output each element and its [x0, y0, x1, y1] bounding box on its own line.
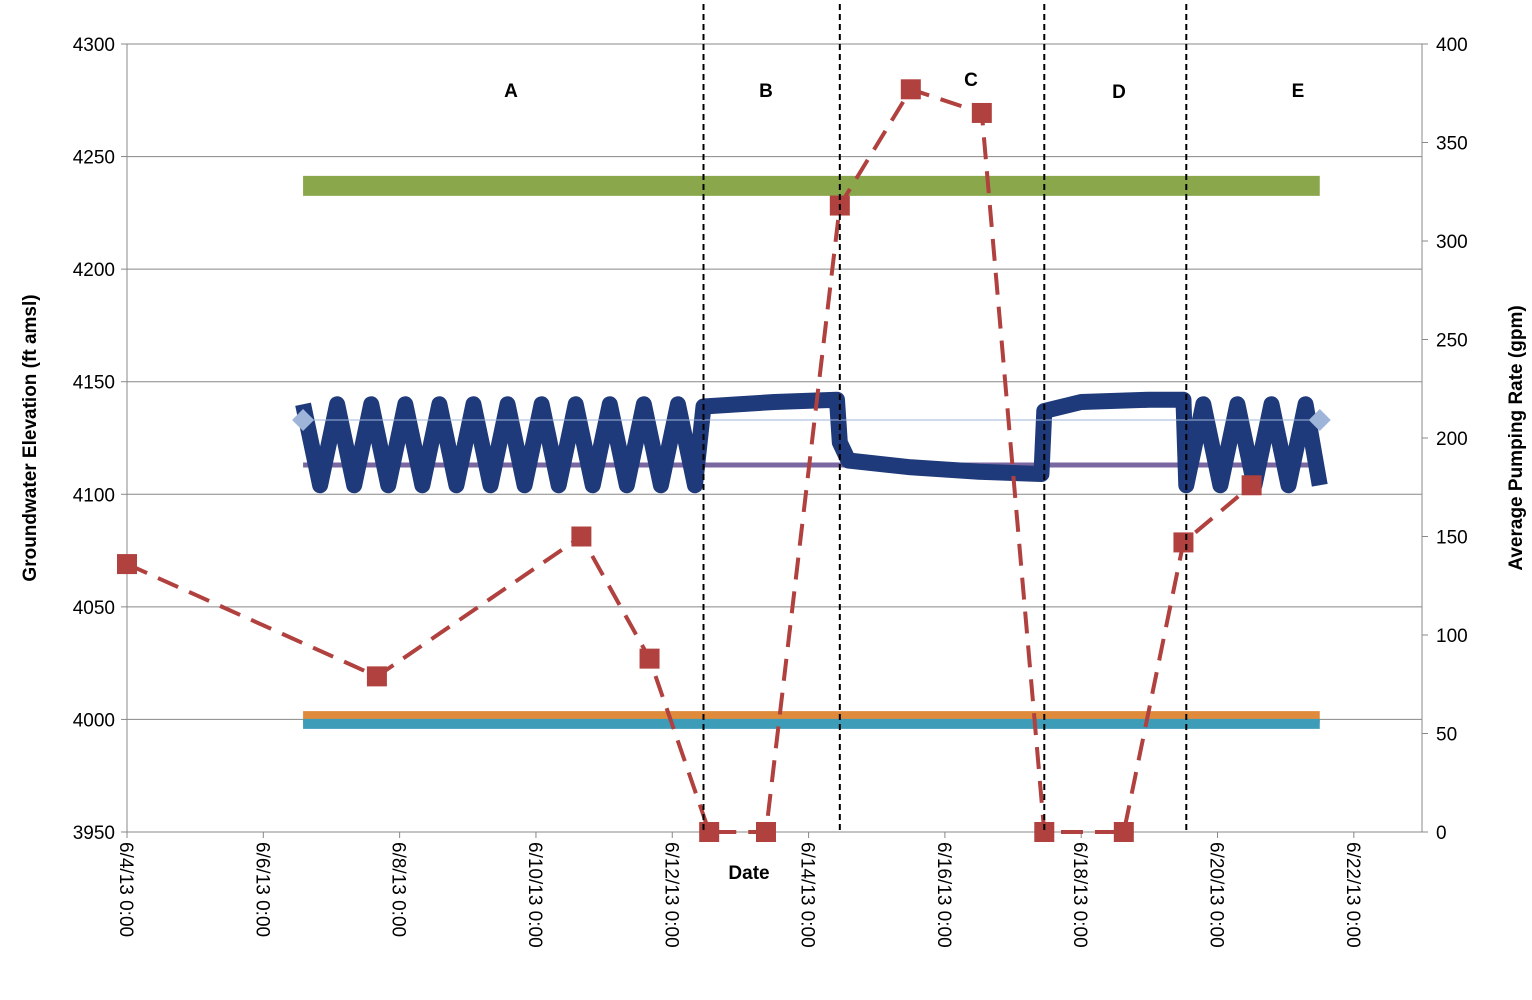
point [639, 648, 660, 669]
y-tick-label: 4050 [73, 598, 115, 619]
x-tick-label: 6/12/13 0:00 [660, 842, 681, 948]
annotation: B [759, 81, 773, 102]
point [292, 408, 315, 431]
point [571, 526, 592, 547]
y2-tick-label: 250 [1436, 331, 1468, 352]
y2-tick-label: 100 [1436, 626, 1468, 647]
y-tick-label: 4150 [73, 373, 115, 394]
x-tick-label: 6/6/13 0:00 [251, 842, 272, 937]
y-tick-label: 4000 [73, 710, 115, 731]
point [117, 554, 137, 575]
y2-tick-label: 0 [1436, 823, 1447, 844]
annotation: D [1112, 82, 1126, 103]
point [699, 822, 720, 842]
point [366, 666, 387, 687]
y-tick-label: 4300 [73, 35, 115, 56]
y2-tick-label: 400 [1436, 35, 1468, 56]
x-axis-label: Date [728, 863, 769, 884]
x-tick-label: 6/20/13 0:00 [1206, 842, 1227, 948]
y2-tick-label: 350 [1436, 134, 1468, 155]
point [1173, 532, 1194, 553]
annotation: E [1292, 81, 1305, 102]
y2-tick-label: 200 [1436, 429, 1468, 450]
y-axis-label: Groundwater Elevation (ft amsl) [20, 294, 41, 581]
point [971, 102, 992, 123]
x-tick-label: 6/4/13 0:00 [115, 842, 136, 937]
x-tick-label: 6/8/13 0:00 [388, 842, 409, 937]
y2-tick-label: 50 [1436, 725, 1457, 746]
y2-tick-label: 150 [1436, 528, 1468, 549]
x-tick-label: 6/14/13 0:00 [797, 842, 818, 948]
point [755, 822, 776, 842]
annotation: A [504, 81, 518, 102]
x-tick-label: 6/16/13 0:00 [933, 842, 954, 948]
point [1241, 475, 1262, 496]
point [1308, 408, 1331, 431]
point [900, 79, 921, 100]
y-tick-label: 4250 [73, 148, 115, 169]
y-tick-label: 3950 [73, 823, 115, 844]
x-tick-label: 6/22/13 0:00 [1342, 842, 1363, 948]
y2-axis-label: Average Pumping Rate (gpm) [1506, 305, 1527, 570]
y-tick-label: 4100 [73, 485, 115, 506]
point [1034, 822, 1055, 842]
x-tick-label: 6/18/13 0:00 [1069, 842, 1090, 948]
x-tick-label: 6/10/13 0:00 [524, 842, 545, 948]
annotation: C [964, 70, 978, 91]
y2-tick-label: 300 [1436, 232, 1468, 253]
y-tick-label: 4200 [73, 260, 115, 281]
series-line [295, 391, 1328, 494]
point [1113, 822, 1134, 842]
